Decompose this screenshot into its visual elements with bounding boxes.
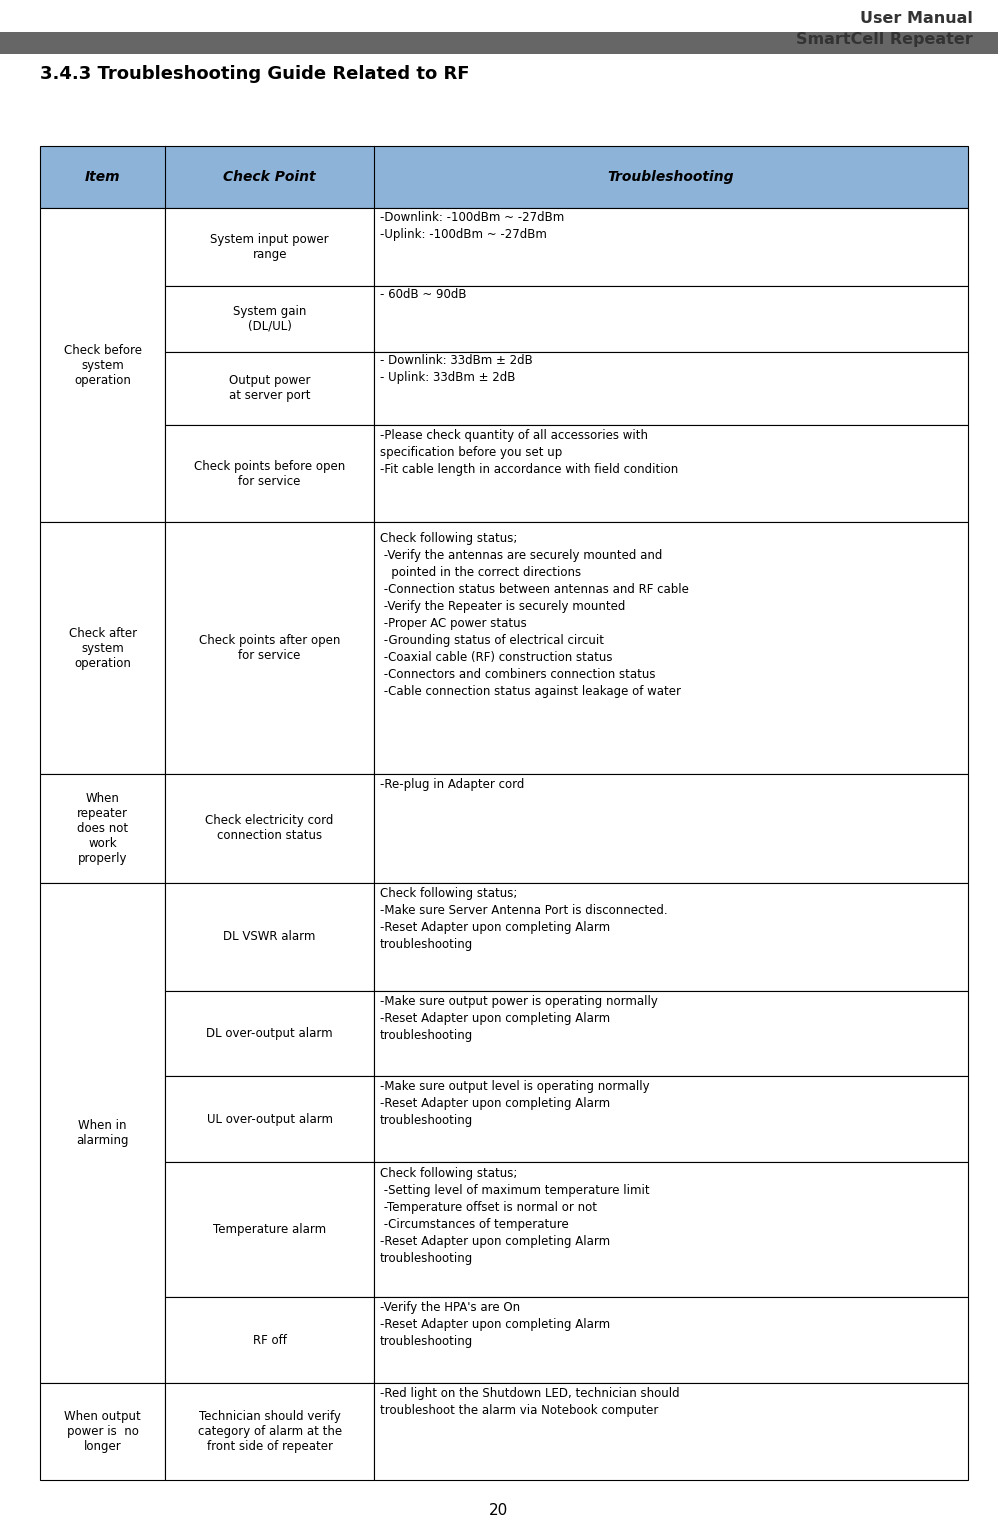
Text: System input power
range: System input power range: [211, 232, 329, 261]
Bar: [374, 883, 968, 990]
Text: 3.4.3 Troubleshooting Guide Related to RF: 3.4.3 Troubleshooting Guide Related to R…: [40, 65, 469, 83]
Bar: [40, 208, 166, 521]
Bar: [40, 146, 968, 208]
Bar: [374, 774, 968, 883]
Bar: [166, 208, 374, 286]
Bar: [0, 32, 998, 54]
Text: When output
power is  no
longer: When output power is no longer: [64, 1410, 141, 1452]
Text: Check after
system
operation: Check after system operation: [69, 626, 137, 669]
Text: Check following status;
-Make sure Server Antenna Port is disconnected.
-Reset A: Check following status; -Make sure Serve…: [380, 887, 668, 950]
Bar: [166, 1383, 374, 1480]
Bar: [374, 208, 968, 286]
Text: Check electricity cord
connection status: Check electricity cord connection status: [206, 814, 333, 843]
Text: -Verify the HPA's are On
-Reset Adapter upon completing Alarm
troubleshooting: -Verify the HPA's are On -Reset Adapter …: [380, 1301, 610, 1347]
Bar: [166, 352, 374, 424]
Bar: [166, 774, 374, 883]
Text: Troubleshooting: Troubleshooting: [608, 171, 735, 185]
Bar: [374, 1161, 968, 1298]
Text: Output power
at server port: Output power at server port: [229, 374, 310, 403]
Text: -Downlink: -100dBm ~ -27dBm
-Uplink: -100dBm ~ -27dBm: -Downlink: -100dBm ~ -27dBm -Uplink: -10…: [380, 211, 564, 241]
Bar: [166, 424, 374, 521]
Text: -Please check quantity of all accessories with
specification before you set up
-: -Please check quantity of all accessorie…: [380, 429, 679, 477]
Text: When
repeater
does not
work
properly: When repeater does not work properly: [77, 792, 128, 864]
Bar: [374, 990, 968, 1077]
Bar: [374, 286, 968, 352]
Bar: [166, 521, 374, 774]
Text: Item: Item: [85, 171, 121, 185]
Text: Check following status;
 -Setting level of maximum temperature limit
 -Temperatu: Check following status; -Setting level o…: [380, 1167, 650, 1266]
Text: SmartCell Repeater: SmartCell Repeater: [796, 32, 973, 48]
Text: Check Point: Check Point: [224, 171, 316, 185]
Text: System gain
(DL/UL): System gain (DL/UL): [233, 305, 306, 332]
Text: When in
alarming: When in alarming: [76, 1118, 129, 1147]
Text: -Make sure output power is operating normally
-Reset Adapter upon completing Ala: -Make sure output power is operating nor…: [380, 995, 658, 1041]
Bar: [374, 424, 968, 521]
Text: DL over-output alarm: DL over-output alarm: [207, 1027, 333, 1040]
Text: UL over-output alarm: UL over-output alarm: [207, 1112, 332, 1126]
Bar: [166, 1161, 374, 1298]
Bar: [166, 990, 374, 1077]
Text: Check points before open
for service: Check points before open for service: [194, 460, 345, 488]
Bar: [166, 1298, 374, 1383]
Bar: [374, 521, 968, 774]
Bar: [40, 774, 166, 883]
Text: -Make sure output level is operating normally
-Reset Adapter upon completing Ala: -Make sure output level is operating nor…: [380, 1080, 650, 1127]
Bar: [166, 286, 374, 352]
Bar: [374, 1383, 968, 1480]
Bar: [374, 1077, 968, 1161]
Text: -Re-plug in Adapter cord: -Re-plug in Adapter cord: [380, 778, 524, 792]
Text: - 60dB ~ 90dB: - 60dB ~ 90dB: [380, 288, 466, 301]
Text: -Red light on the Shutdown LED, technician should
troubleshoot the alarm via Not: -Red light on the Shutdown LED, technici…: [380, 1387, 680, 1416]
Text: 20: 20: [489, 1503, 509, 1518]
Bar: [374, 352, 968, 424]
Text: RF off: RF off: [252, 1333, 286, 1346]
Bar: [374, 1298, 968, 1383]
Bar: [40, 521, 166, 774]
Bar: [166, 1077, 374, 1161]
Text: DL VSWR alarm: DL VSWR alarm: [224, 930, 315, 943]
Text: - Downlink: 33dBm ± 2dB
- Uplink: 33dBm ± 2dB: - Downlink: 33dBm ± 2dB - Uplink: 33dBm …: [380, 354, 533, 384]
Bar: [40, 883, 166, 1383]
Text: Check points after open
for service: Check points after open for service: [199, 634, 340, 661]
Bar: [40, 1383, 166, 1480]
Text: Check before
system
operation: Check before system operation: [64, 343, 142, 386]
Text: Technician should verify
category of alarm at the
front side of repeater: Technician should verify category of ala…: [198, 1410, 341, 1452]
Text: User Manual: User Manual: [860, 11, 973, 26]
Text: Check following status;
 -Verify the antennas are securely mounted and
   pointe: Check following status; -Verify the ante…: [380, 532, 689, 698]
Bar: [166, 883, 374, 990]
Text: Temperature alarm: Temperature alarm: [213, 1223, 326, 1237]
